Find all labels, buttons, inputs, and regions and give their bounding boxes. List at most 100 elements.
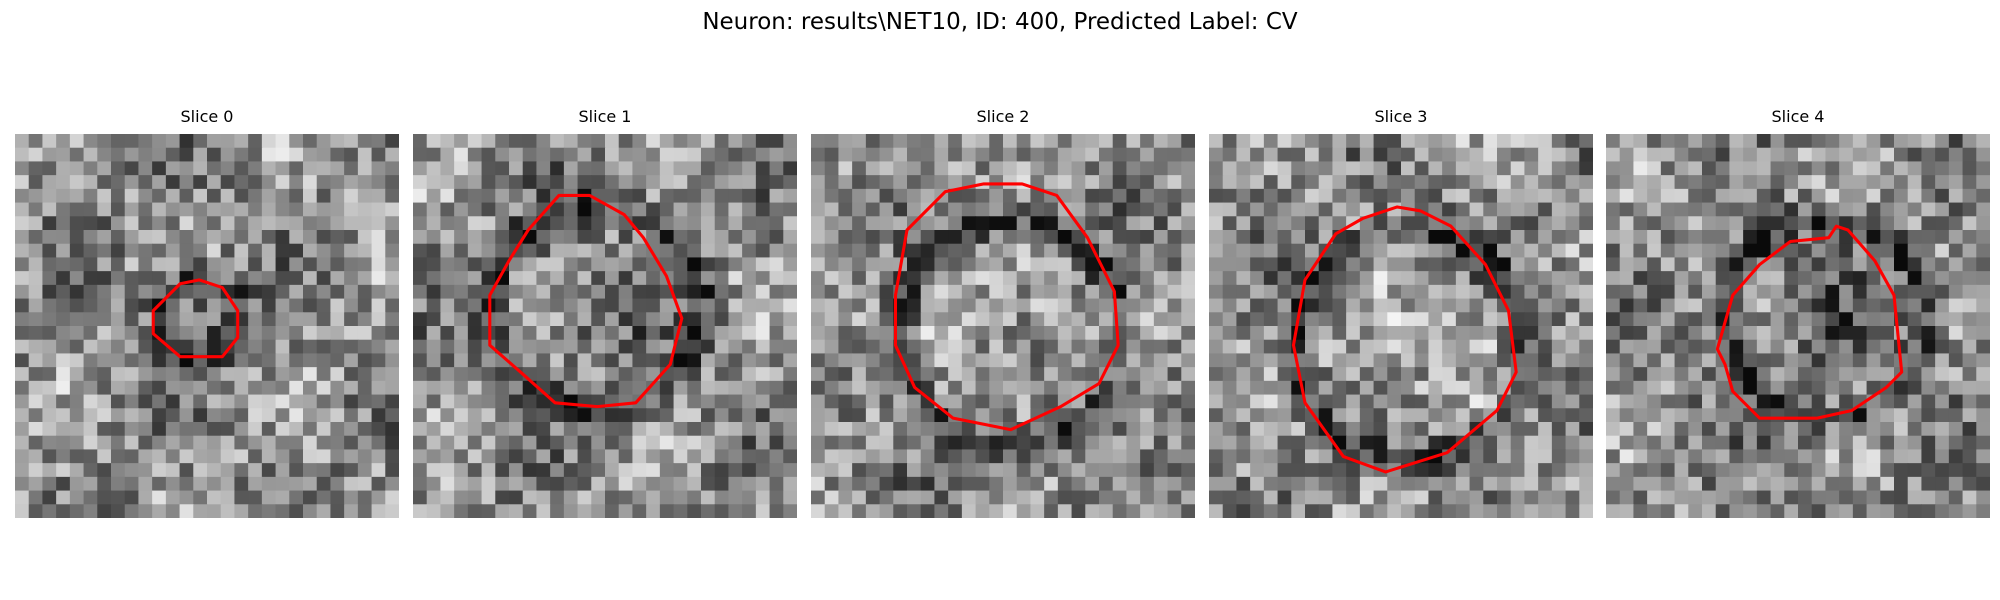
pixel-cell	[303, 339, 318, 355]
pixel-cell	[701, 284, 716, 300]
pixel-cell	[1948, 463, 1964, 478]
pixel-cell	[605, 271, 620, 286]
pixel-cell	[1250, 230, 1265, 245]
pixel-cell	[1442, 243, 1457, 259]
pixel-cell	[824, 367, 840, 382]
pixel-cell	[330, 476, 345, 492]
pixel-cell	[522, 353, 538, 368]
pixel-cell	[1263, 147, 1279, 163]
pixel-cell	[1318, 380, 1334, 396]
pixel-cell	[522, 202, 538, 217]
pixel-cell	[934, 353, 949, 368]
pixel-cell	[1209, 394, 1224, 409]
pixel-cell	[316, 380, 332, 396]
pixel-cell	[1770, 463, 1785, 478]
figure-title: Neuron: results\NET10, ID: 400, Predicte…	[702, 9, 1298, 35]
pixel-cell	[783, 230, 797, 245]
pixel-cell	[1619, 504, 1635, 518]
pixel-cell	[1606, 243, 1621, 259]
pixel-cell	[1003, 367, 1018, 382]
pixel-cell	[124, 243, 140, 259]
pixel-cell	[577, 353, 592, 368]
pixel-cell	[1222, 339, 1238, 355]
pixel-cell	[248, 257, 263, 272]
pixel-cell	[385, 257, 399, 272]
pixel-cell	[1318, 257, 1334, 272]
pixel-cell	[357, 476, 373, 492]
pixel-cell	[852, 490, 867, 505]
pixel-cell	[618, 271, 634, 286]
pixel-cell	[1633, 257, 1648, 272]
pixel-cell	[1442, 271, 1457, 286]
pixel-cell	[1565, 504, 1580, 518]
pixel-cell	[824, 449, 840, 464]
pixel-cell	[1825, 490, 1840, 505]
pixel-cell	[248, 202, 263, 217]
pixel-cell	[316, 326, 332, 341]
pixel-cell	[1866, 161, 1881, 176]
pixel-cell	[742, 312, 757, 327]
pixel-cell	[618, 188, 634, 204]
pixel-cell	[1510, 312, 1526, 327]
pixel-cell	[1030, 490, 1045, 505]
pixel-cell	[1921, 271, 1936, 286]
pixel-cell	[1921, 422, 1936, 437]
pixel-cell	[1428, 298, 1443, 313]
pixel-cell	[1387, 161, 1402, 176]
pixel-cell	[220, 353, 236, 368]
pixel-cell	[28, 298, 44, 313]
pixel-cell	[1401, 339, 1416, 355]
pixel-cell	[179, 326, 194, 341]
pixel-cell	[838, 298, 853, 313]
pixel-cell	[1935, 367, 1950, 382]
pixel-cell	[440, 353, 455, 368]
pixel-cell	[714, 188, 730, 204]
pixel-cell	[1332, 394, 1347, 409]
pixel-cell	[303, 312, 318, 327]
pixel-cell	[165, 463, 181, 478]
pixel-cell	[522, 422, 538, 437]
pixel-cell	[1346, 490, 1361, 505]
pixel-cell	[413, 408, 428, 423]
pixel-cell	[907, 202, 922, 217]
pixel-cell	[879, 257, 894, 272]
pixel-cell	[42, 147, 57, 163]
pixel-cell	[385, 422, 399, 437]
pixel-cell	[152, 367, 167, 382]
pixel-cell	[481, 188, 496, 204]
pixel-cell	[1852, 394, 1868, 409]
pixel-cell	[879, 312, 894, 327]
pixel-cell	[1784, 422, 1799, 437]
pixel-cell	[1140, 449, 1155, 464]
pixel-cell	[124, 380, 140, 396]
pixel-cell	[1907, 367, 1923, 382]
pixel-cell	[852, 504, 867, 518]
pixel-cell	[934, 326, 949, 341]
pixel-cell	[165, 216, 181, 231]
pixel-cell	[275, 504, 290, 518]
pixel-cell	[989, 284, 1004, 300]
pixel-cell	[454, 230, 469, 245]
pixel-cell	[316, 230, 332, 245]
pixel-cell	[646, 230, 661, 245]
pixel-cell	[1469, 463, 1484, 478]
pixel-cell	[934, 490, 949, 505]
pixel-cell	[673, 230, 688, 245]
pixel-cell	[783, 175, 797, 190]
pixel-cell	[1729, 476, 1744, 492]
pixel-cell	[83, 161, 98, 176]
pixel-cell	[1606, 367, 1621, 382]
pixel-cell	[1894, 243, 1909, 259]
pixel-cell	[1770, 312, 1785, 327]
pixel-cell	[1346, 326, 1361, 341]
pixel-cell	[1387, 257, 1402, 272]
pixel-cell	[961, 504, 977, 518]
pixel-cell	[563, 449, 579, 464]
pixel-cell	[248, 243, 263, 259]
pixel-cell	[1359, 339, 1375, 355]
pixel-cell	[1085, 188, 1100, 204]
pixel-cell	[591, 408, 606, 423]
pixel-cell	[28, 490, 44, 505]
pixel-cell	[344, 257, 359, 272]
pixel-cell	[1798, 216, 1813, 231]
